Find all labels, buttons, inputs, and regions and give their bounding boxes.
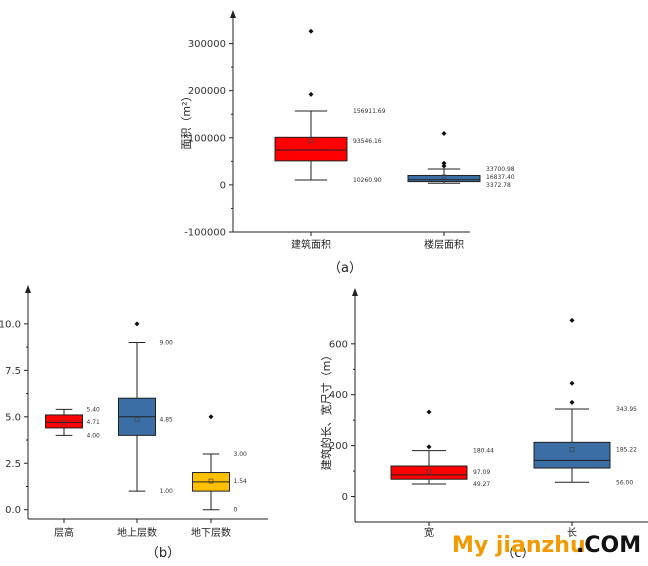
y-axis-arrow (230, 10, 236, 18)
x-category-label: 建筑面积 (291, 238, 331, 251)
y-tick-label: 10.0 (0, 319, 21, 330)
chart-b: 0.0 2.5 5.0 7.5 10.0 层高 5.40 4.71 4.00 地上层数 9.00 4.… (0, 285, 268, 561)
outlier-point (569, 380, 575, 386)
box-1 (274, 136, 348, 162)
y-tick-label: 100000 (188, 133, 226, 144)
data-annotation: 185.22 (616, 446, 637, 453)
y-tick-label: 7.5 (5, 366, 21, 377)
panel-label: （b） (146, 546, 180, 561)
outlier-point (208, 414, 214, 420)
data-annotation: 180.44 (473, 448, 494, 455)
mean-marker (61, 419, 67, 425)
watermark-domain: .COM (576, 533, 641, 558)
data-annotation: 1.00 (160, 488, 174, 495)
box-2 (407, 174, 481, 183)
data-annotation: 10260.90 (353, 177, 382, 184)
data-annotation: 4.71 (87, 419, 101, 426)
box-2 (533, 441, 611, 469)
y-tick-label: 200000 (188, 86, 226, 97)
outlier-point (569, 399, 575, 405)
outlier-point (134, 321, 140, 327)
panel-label: （c） (501, 546, 534, 561)
outlier-point (426, 444, 432, 450)
y-tick-label: 400 (329, 390, 348, 401)
outlier-point (441, 131, 447, 137)
y-tick-label: 300000 (188, 39, 226, 50)
data-annotation: 1.54 (234, 478, 248, 485)
y-tick-label: 0 (342, 492, 348, 503)
mean-marker (569, 447, 575, 452)
x-category-label: 地下层数 (191, 526, 231, 539)
mean-marker (308, 138, 314, 144)
mean-marker (441, 174, 447, 180)
outlier-point (569, 317, 575, 323)
data-annotation: 5.40 (87, 406, 101, 413)
outlier-point (308, 91, 314, 97)
data-annotation: 33700.98 (486, 166, 515, 173)
data-annotation: 9.00 (160, 339, 174, 346)
outlier-point (308, 28, 314, 34)
y-tick-label: 0 (220, 180, 226, 191)
x-category-label: 宽 (424, 526, 434, 539)
y-tick-label: 5.0 (5, 412, 21, 423)
y-axis-arrow (352, 288, 358, 296)
y-tick-label: 0.0 (5, 505, 21, 516)
data-annotation: 0 (234, 507, 238, 514)
mean-marker (426, 469, 432, 475)
outlier-point (426, 409, 432, 415)
data-annotation: 4.00 (87, 432, 101, 439)
watermark-brand: My jianzhu (452, 533, 586, 558)
box-1 (390, 465, 468, 480)
y-axis-label: 建筑的长、宽尺寸（m） (319, 350, 333, 471)
mean-marker (134, 417, 140, 422)
chart-a: -100000 0 100000 200000 300000 面积（m²） 建筑面积 1569… (180, 10, 515, 276)
data-annotation: 3.00 (234, 451, 248, 458)
y-tick-label: 200 (329, 441, 348, 452)
x-category-label: 地上层数 (117, 526, 157, 539)
y-axis-label: 面积（m²） (180, 90, 193, 149)
data-annotation: 97.09 (473, 469, 490, 476)
y-axis-arrow (25, 285, 31, 293)
data-annotation: 16837.40 (486, 174, 515, 181)
mean-marker (208, 478, 214, 484)
data-annotation: 93546.16 (353, 138, 382, 145)
outlier-point (441, 163, 447, 169)
x-category-label: 楼层面积 (424, 238, 464, 251)
y-tick-label: 600 (329, 339, 348, 350)
x-category-label: 长 (567, 527, 577, 539)
data-annotation: 49.27 (473, 481, 490, 488)
data-annotation: 4.85 (160, 417, 174, 424)
y-tick-label: -100000 (184, 228, 226, 239)
panel-label: （a） (328, 261, 362, 276)
box-1 (45, 414, 83, 429)
y-tick-label: 2.5 (5, 459, 21, 470)
data-annotation: 3372.78 (486, 182, 511, 189)
data-annotation: 343.95 (616, 406, 637, 413)
x-category-label: 层高 (54, 526, 74, 539)
data-annotation: 156911.69 (353, 108, 386, 115)
outlier-point (441, 160, 447, 166)
data-annotation: 56.00 (616, 479, 633, 486)
